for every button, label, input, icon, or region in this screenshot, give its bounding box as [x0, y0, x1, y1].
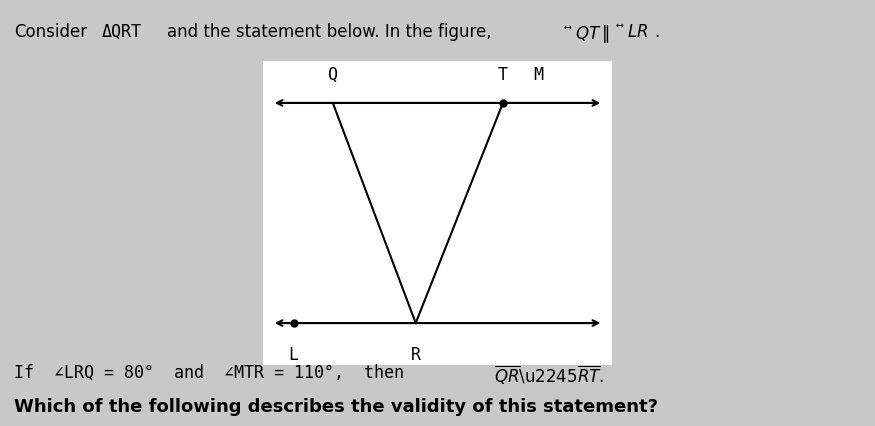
Text: $\overleftrightarrow{LR}$: $\overleftrightarrow{LR}$	[616, 23, 648, 40]
Text: If  ∠LRQ = 80°  and  ∠MTR = 110°,  then: If ∠LRQ = 80° and ∠MTR = 110°, then	[15, 364, 424, 382]
Text: M: M	[533, 66, 542, 84]
Text: L: L	[289, 346, 298, 364]
Text: Which of the following describes the validity of this statement?: Which of the following describes the val…	[15, 398, 659, 416]
Text: Consider: Consider	[15, 23, 88, 40]
FancyBboxPatch shape	[263, 60, 612, 366]
Text: ΔQRT: ΔQRT	[102, 23, 142, 40]
Text: $\overleftrightarrow{QT}$: $\overleftrightarrow{QT}$	[564, 23, 601, 43]
Text: $\|$: $\|$	[601, 23, 610, 45]
Text: .: .	[654, 23, 659, 40]
Text: Q: Q	[328, 66, 338, 84]
Text: R: R	[410, 346, 421, 364]
Text: T: T	[498, 66, 507, 84]
Text: $\overline{QR}$\u2245$\overline{RT}$.: $\overline{QR}$\u2245$\overline{RT}$.	[494, 363, 605, 386]
Text: and the statement below. In the figure,: and the statement below. In the figure,	[167, 23, 492, 40]
